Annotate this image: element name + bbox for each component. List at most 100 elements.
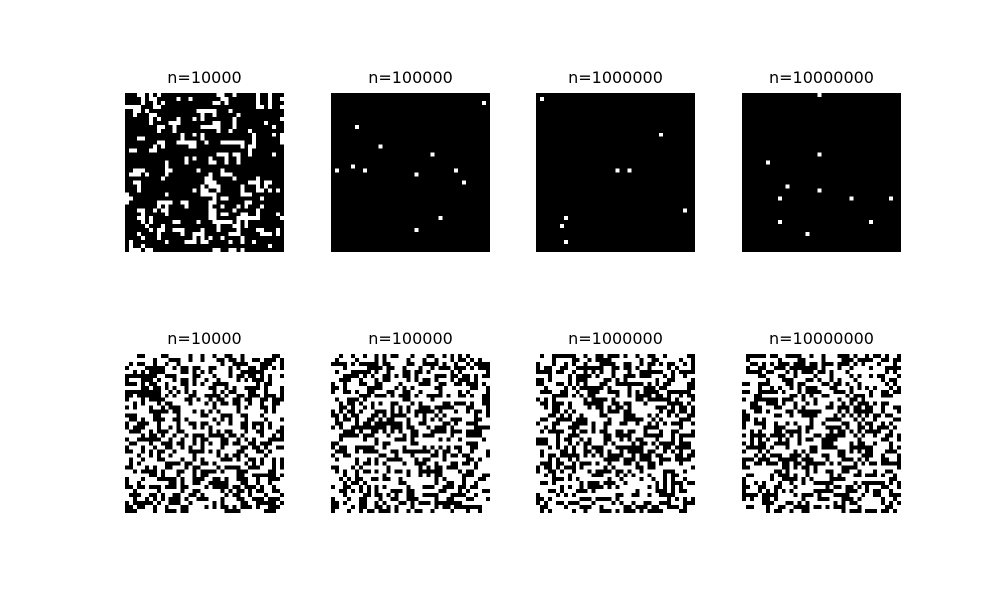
lattice-cell: [675, 493, 680, 498]
lattice-cell: [382, 465, 387, 470]
lattice-cell: [643, 413, 648, 418]
lattice-cell: [248, 409, 253, 414]
lattice-cell: [486, 481, 490, 486]
lattice-cell: [268, 188, 273, 193]
lattice-cell: [382, 489, 387, 494]
lattice-cell: [801, 441, 806, 446]
lattice-cell: [579, 354, 584, 358]
lattice-cell: [240, 397, 245, 402]
lattice-cell: [438, 354, 443, 358]
lattice-cell: [454, 469, 459, 474]
lattice-cell: [749, 469, 754, 474]
lattice-cell: [749, 489, 754, 494]
lattice-cell: [603, 477, 608, 482]
lattice-cell: [470, 437, 475, 442]
lattice-cell: [268, 457, 273, 462]
lattice-cell: [857, 477, 862, 482]
lattice-cell: [567, 361, 572, 366]
lattice-cell: [563, 425, 568, 430]
lattice-cell: [414, 493, 419, 498]
lattice-cell: [753, 377, 758, 382]
lattice-cell: [236, 156, 241, 161]
lattice-cell: [687, 405, 692, 410]
lattice-cell: [200, 489, 205, 494]
lattice-cell: [797, 489, 802, 494]
lattice-cell: [450, 393, 455, 398]
lattice-cell: [208, 477, 213, 482]
lattice-cell: [180, 465, 185, 470]
lattice-cell: [659, 497, 664, 502]
lattice-cell: [216, 501, 221, 506]
lattice-cell: [793, 481, 798, 486]
lattice-cell: [224, 445, 229, 450]
lattice-cell: [410, 465, 415, 470]
lattice-cell: [773, 377, 778, 382]
lattice-cell: [742, 501, 746, 506]
lattice-cell: [394, 389, 399, 394]
lattice-cell: [769, 509, 774, 513]
lattice-cell: [647, 437, 652, 442]
lattice-cell: [132, 449, 137, 454]
lattice-cell: [627, 421, 632, 426]
lattice-cell: [414, 485, 419, 490]
lattice-cell: [845, 389, 850, 394]
lattice-cell: [276, 357, 281, 362]
lattice-cell: [196, 354, 201, 358]
lattice-cell: [168, 457, 173, 462]
lattice-cell: [386, 405, 391, 410]
lattice-cell: [651, 437, 656, 442]
lattice-cell: [208, 489, 213, 494]
lattice-cell: [631, 385, 636, 390]
lattice-cell: [156, 236, 161, 241]
lattice-cell: [144, 108, 149, 113]
lattice-cell: [354, 409, 359, 414]
lattice-cell: [164, 421, 169, 426]
lattice-cell: [742, 401, 746, 406]
lattice-cell: [474, 369, 479, 374]
lattice-cell: [551, 365, 556, 370]
lattice-cell: [611, 393, 616, 398]
lattice-cell: [125, 461, 129, 466]
lattice-cell: [571, 457, 576, 462]
lattice-cell: [615, 477, 620, 482]
lattice-cell: [172, 437, 177, 442]
lattice-cell: [837, 369, 842, 374]
lattice-cell: [390, 501, 395, 506]
lattice-cell: [551, 441, 556, 446]
lattice-cell: [220, 405, 225, 410]
lattice-cell: [687, 485, 692, 490]
lattice-cell: [813, 437, 818, 442]
lattice-cell: [164, 369, 169, 374]
lattice-cell: [571, 377, 576, 382]
lattice-cell: [354, 393, 359, 398]
lattice-cell: [757, 401, 762, 406]
lattice-cell: [410, 457, 415, 462]
lattice-cell: [647, 401, 652, 406]
lattice-cell: [256, 509, 261, 513]
lattice-cell: [667, 357, 672, 362]
lattice-cell: [547, 357, 552, 362]
lattice-cell: [208, 421, 213, 426]
lattice-cell: [176, 228, 181, 233]
lattice-cell: [450, 449, 455, 454]
lattice-cell: [893, 485, 898, 490]
lattice-cell: [252, 397, 257, 402]
lattice-cell: [536, 509, 540, 513]
lattice-cell: [801, 489, 806, 494]
lattice-cell: [893, 465, 898, 470]
lattice-cell: [252, 401, 257, 406]
lattice-cell: [276, 469, 281, 474]
lattice-cell: [414, 401, 419, 406]
lattice-cell: [833, 365, 838, 370]
lattice-cell: [474, 401, 479, 406]
lattice-cell: [140, 481, 145, 486]
lattice-cell: [643, 485, 648, 490]
lattice-cell: [655, 429, 660, 434]
lattice-cell: [160, 228, 165, 233]
lattice-cell: [877, 453, 882, 458]
lattice-cell: [486, 381, 490, 386]
lattice-cell: [563, 373, 568, 378]
lattice-cell: [865, 469, 870, 474]
lattice-cell: [276, 481, 281, 486]
lattice-cell: [563, 485, 568, 490]
